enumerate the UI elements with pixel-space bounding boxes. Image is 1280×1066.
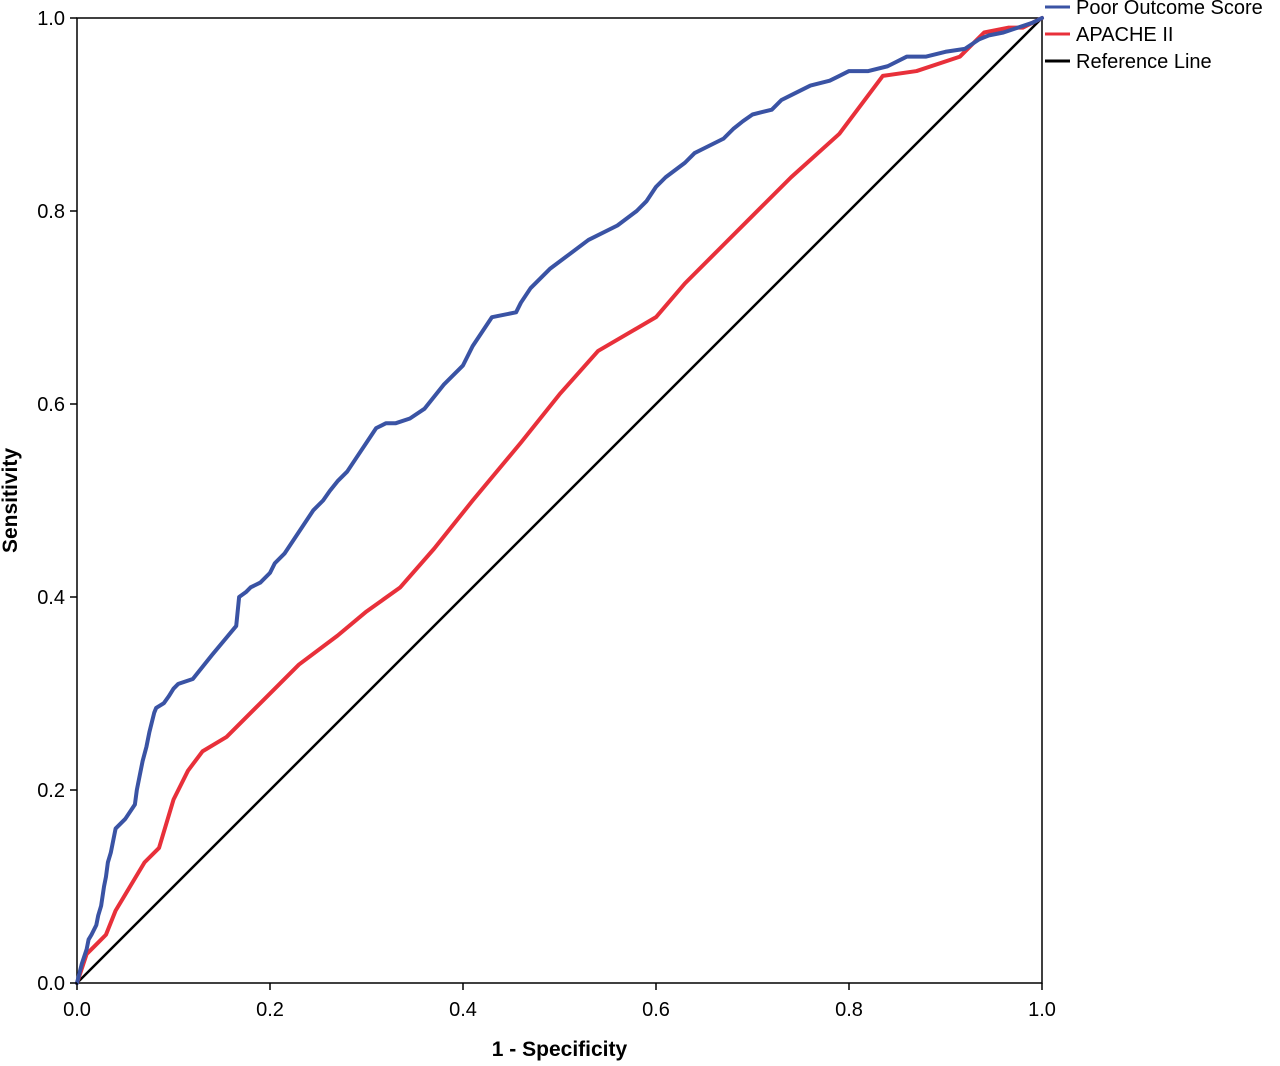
axes-layer: 0.0 0.2 0.4 0.6 0.8 1.0 0.0 0.2 0.4 0.6 0.8 1.0 xyxy=(37,8,1056,1021)
y-tick-label: 0.2 xyxy=(37,780,65,802)
x-tick-label: 0.6 xyxy=(642,999,670,1021)
x-tick-label: 0.0 xyxy=(63,999,91,1021)
series-line-apache-ii xyxy=(75,16,1044,985)
legend-label-reference-line: Reference Line xyxy=(1076,51,1212,73)
legend-label-apache-ii: APACHE II xyxy=(1076,24,1173,46)
series-layer xyxy=(75,16,1044,985)
x-tick-label: 0.2 xyxy=(256,999,284,1021)
x-tick-label: 1.0 xyxy=(1028,999,1056,1021)
y-tick-label: 1.0 xyxy=(37,8,65,30)
y-tick-label: 0.0 xyxy=(37,973,65,995)
y-axis-title: Sensitivity xyxy=(0,448,22,553)
x-tick-label: 0.8 xyxy=(835,999,863,1021)
series-line-poor-outcome-score xyxy=(75,16,1044,985)
x-axis-title: 1 - Specificity xyxy=(492,1038,628,1061)
legend: Poor Outcome Score APACHE II Reference Lin… xyxy=(1045,0,1263,73)
y-tick-label: 0.6 xyxy=(37,394,65,416)
x-tick-label: 0.4 xyxy=(449,999,477,1021)
plot-area-frame xyxy=(76,17,1043,984)
y-tick-label: 0.4 xyxy=(37,587,65,609)
legend-label-poor-outcome-score: Poor Outcome Score xyxy=(1076,0,1263,19)
y-tick-label: 0.8 xyxy=(37,201,65,223)
series-line-reference-line xyxy=(75,16,1044,985)
